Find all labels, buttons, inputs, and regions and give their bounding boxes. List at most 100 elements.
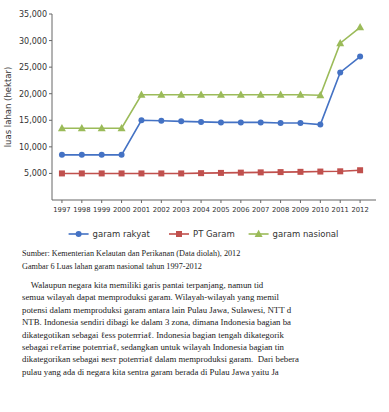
- y-tick-label: 15,000: [19, 116, 47, 125]
- data-point: [297, 169, 303, 175]
- data-point: [138, 170, 144, 176]
- data-point: [118, 124, 126, 131]
- body-text-line: sebagai гeℓaтіве роtеnтіаℓ, sedangkan un…: [22, 342, 285, 352]
- body-text-line: semua wilayah dapat memproduksi garam. W…: [22, 292, 280, 302]
- y-tick: [49, 67, 52, 68]
- x-tick-label: 2012: [351, 206, 368, 214]
- body-text-line: NTB. Indonesia sendiri dibagi ke dalam 3…: [22, 317, 291, 327]
- y-tick: [49, 93, 52, 94]
- data-point: [59, 152, 65, 158]
- y-axis-label: luas lahan (hektar): [3, 67, 13, 148]
- x-tick-label: 2008: [272, 206, 289, 214]
- x-tick: [161, 200, 162, 203]
- x-axis-line: [52, 200, 376, 201]
- data-point: [258, 119, 264, 125]
- data-point: [317, 169, 323, 175]
- y-tick-label: 20,000: [19, 90, 47, 99]
- data-point: [218, 170, 224, 176]
- x-tick-label: 2006: [232, 206, 249, 214]
- data-point: [357, 54, 363, 60]
- x-tick: [240, 200, 241, 203]
- y-tick-label: 35,000: [19, 10, 47, 19]
- body-text-line: dikategorikan sebagai вeѕт роtеnтіаℓ dal…: [22, 354, 299, 364]
- data-point: [337, 69, 343, 75]
- legend: garam rakyatPT Garamgaram nasional: [69, 229, 339, 239]
- data-point: [157, 91, 165, 98]
- x-tick: [61, 200, 62, 203]
- data-point: [59, 170, 65, 176]
- data-point: [356, 23, 364, 30]
- y-tick: [49, 146, 52, 147]
- y-tick-label: 5,000: [24, 169, 47, 178]
- x-tick-label: 2011: [332, 206, 349, 214]
- y-tick: [49, 120, 52, 121]
- legend-label: PT Garam: [193, 229, 235, 239]
- y-tick: [49, 40, 52, 41]
- data-point: [238, 119, 244, 125]
- x-tick-label: 2004: [192, 206, 209, 214]
- data-point: [177, 91, 185, 98]
- series-line: [62, 170, 360, 173]
- data-point: [178, 170, 184, 176]
- x-tick: [280, 200, 281, 203]
- data-point: [119, 152, 125, 158]
- body-text-line: Walaupun negara kita memiliki garis pant…: [22, 280, 264, 290]
- data-point: [258, 169, 264, 175]
- x-tick-label: 2009: [292, 206, 309, 214]
- x-tick: [220, 200, 221, 203]
- x-tick: [360, 200, 361, 203]
- x-tick: [81, 200, 82, 203]
- data-point: [337, 168, 343, 174]
- data-point: [99, 170, 105, 176]
- data-point: [277, 91, 285, 98]
- data-point: [197, 91, 205, 98]
- x-tick-label: 2010: [312, 206, 329, 214]
- data-point: [198, 119, 204, 125]
- x-tick: [340, 200, 341, 203]
- data-point: [238, 170, 244, 176]
- data-point: [178, 118, 184, 124]
- data-point: [98, 124, 106, 131]
- x-tick-label: 2003: [173, 206, 190, 214]
- figure-caption: Gambar 6 Luas lahan garam nasional tahun…: [22, 262, 202, 271]
- x-tick: [141, 200, 142, 203]
- data-point: [278, 120, 284, 126]
- x-tick-label: 1998: [73, 206, 90, 214]
- data-point: [218, 119, 224, 125]
- legend-marker: [76, 231, 82, 237]
- body-text-line: pulau yang ada di negara kita sentra gar…: [22, 367, 279, 377]
- x-tick: [300, 200, 301, 203]
- series-line: [62, 27, 360, 128]
- y-axis-line: [52, 14, 53, 200]
- data-point: [119, 170, 125, 176]
- data-point: [158, 170, 164, 176]
- y-tick-label: 30,000: [19, 37, 47, 46]
- y-tick-label: 10,000: [19, 143, 47, 152]
- x-tick: [181, 200, 182, 203]
- data-point: [58, 124, 66, 131]
- x-tick-label: 2007: [252, 206, 269, 214]
- data-point: [257, 91, 265, 98]
- legend-marker: [255, 230, 263, 237]
- legend-marker: [176, 231, 182, 237]
- data-point: [79, 152, 85, 158]
- plot-area: [58, 23, 364, 176]
- data-point: [278, 169, 284, 175]
- x-tick-label: 2001: [133, 206, 150, 214]
- source-note: Sumber: Kementerian Kelautan dan Perikan…: [22, 249, 240, 258]
- body-text-line: potensi dalam memproduksi garam antara l…: [22, 305, 292, 315]
- data-point: [137, 91, 145, 98]
- data-point: [78, 124, 86, 131]
- legend-label: garam rakyat: [93, 229, 151, 239]
- data-point: [237, 91, 245, 98]
- x-tick: [320, 200, 321, 203]
- data-point: [217, 91, 225, 98]
- data-point: [316, 91, 324, 98]
- x-tick: [260, 200, 261, 203]
- data-point: [198, 170, 204, 176]
- x-tick-label: 1999: [93, 206, 110, 214]
- x-tick: [201, 200, 202, 203]
- x-tick-label: 2002: [153, 206, 170, 214]
- body-text-line: dikategotikan sebagai ℓеѕѕ роtеnтіаℓ. In…: [22, 330, 285, 340]
- x-tick-label: 1997: [53, 206, 70, 214]
